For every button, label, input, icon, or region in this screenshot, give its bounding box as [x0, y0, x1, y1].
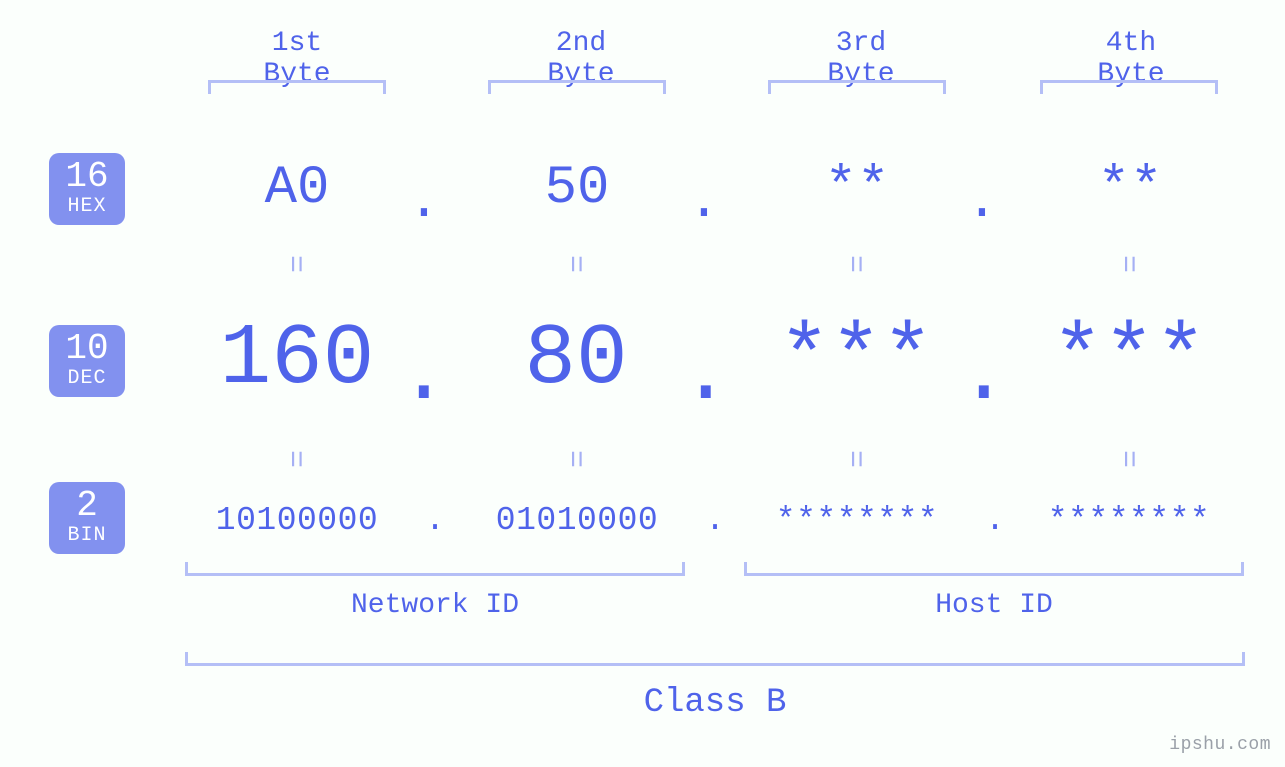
badge-bin-num: 2: [61, 488, 113, 524]
eq-hexdec-2: =: [557, 255, 591, 275]
eq-decbin-2: =: [557, 450, 591, 470]
bracket-top-byte3: [768, 80, 946, 94]
badge-hex-abbr: HEX: [61, 197, 113, 217]
bracket-top-byte4: [1040, 80, 1218, 94]
label-host-id: Host ID: [744, 590, 1244, 621]
label-network-id: Network ID: [185, 590, 685, 621]
dec-dot-3: .: [958, 326, 998, 424]
dec-byte1: 160: [177, 310, 417, 408]
hex-dot-2: .: [684, 172, 724, 233]
badge-hex: 16 HEX: [49, 153, 125, 225]
bracket-top-byte1: [208, 80, 386, 94]
hex-byte1: A0: [187, 158, 407, 219]
eq-hexdec-4: =: [1110, 255, 1144, 275]
bracket-bottom-host: [744, 562, 1244, 576]
dec-byte3: ***: [741, 310, 971, 408]
eq-hexdec-3: =: [837, 255, 871, 275]
eq-decbin-3: =: [837, 450, 871, 470]
bracket-bottom-network: [185, 562, 685, 576]
hex-byte3: **: [747, 158, 967, 219]
badge-hex-num: 16: [61, 159, 113, 195]
dec-byte4: ***: [1014, 310, 1244, 408]
bracket-bottom-class: [185, 652, 1245, 666]
bin-byte3: ********: [732, 502, 982, 539]
hex-dot-1: .: [404, 172, 444, 233]
bin-dot-1: .: [420, 502, 450, 539]
badge-dec: 10 DEC: [49, 325, 125, 397]
eq-decbin-1: =: [277, 450, 311, 470]
bin-byte2: 01010000: [452, 502, 702, 539]
dec-dot-2: .: [680, 326, 720, 424]
watermark: ipshu.com: [1169, 735, 1271, 755]
badge-bin: 2 BIN: [49, 482, 125, 554]
bin-byte1: 10100000: [172, 502, 422, 539]
dec-byte2: 80: [461, 310, 691, 408]
eq-decbin-4: =: [1110, 450, 1144, 470]
hex-dot-3: .: [962, 172, 1002, 233]
bin-byte4: ********: [1004, 502, 1254, 539]
label-class: Class B: [185, 684, 1245, 722]
badge-dec-abbr: DEC: [61, 369, 113, 389]
eq-hexdec-1: =: [277, 255, 311, 275]
bracket-top-byte2: [488, 80, 666, 94]
badge-bin-abbr: BIN: [61, 526, 113, 546]
dec-dot-1: .: [398, 326, 438, 424]
hex-byte2: 50: [467, 158, 687, 219]
bin-dot-2: .: [700, 502, 730, 539]
badge-dec-num: 10: [61, 331, 113, 367]
hex-byte4: **: [1020, 158, 1240, 219]
